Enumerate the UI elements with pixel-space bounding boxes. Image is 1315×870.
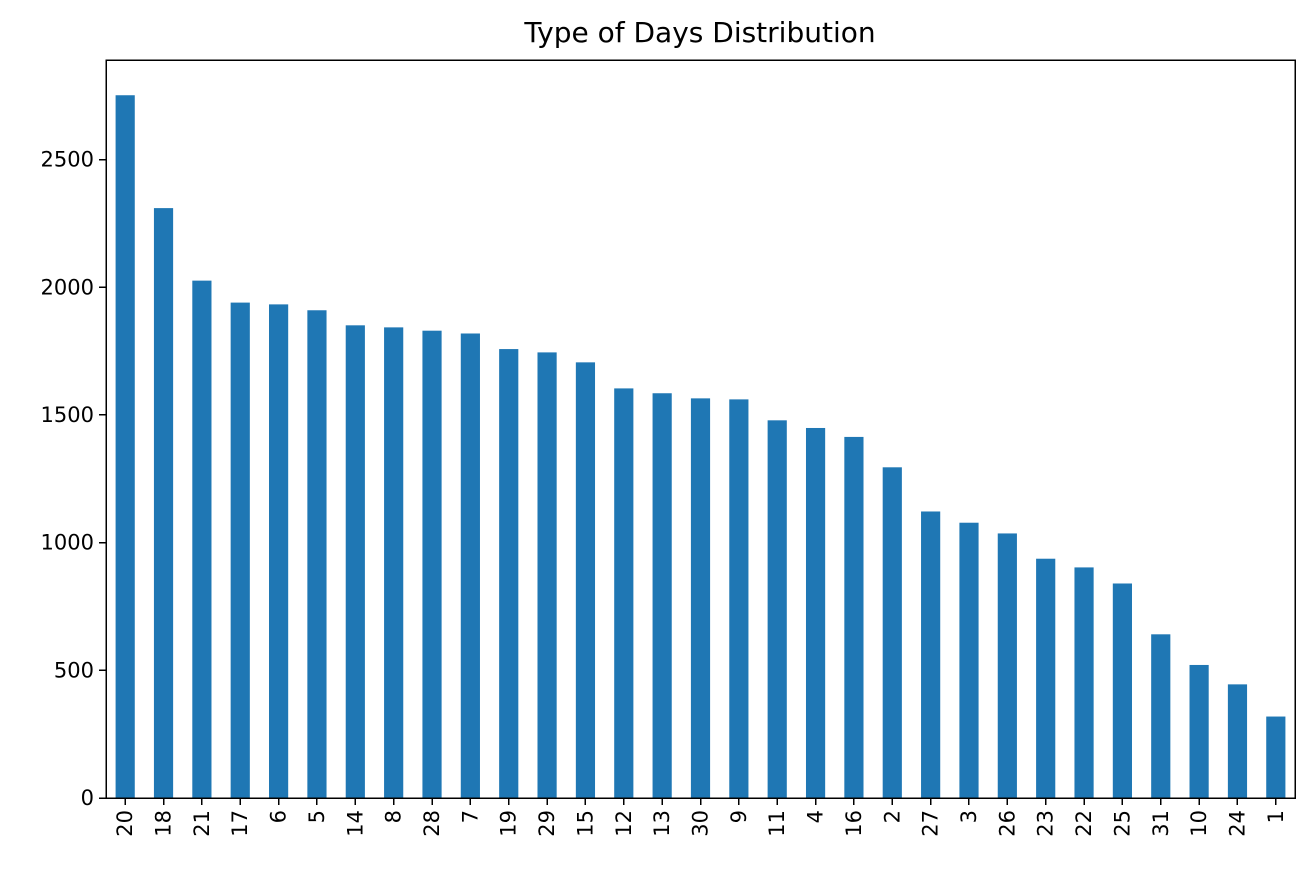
x-tick-label: 1 bbox=[1264, 810, 1288, 823]
x-tick-label: 20 bbox=[113, 810, 137, 837]
x-tick-label: 17 bbox=[228, 810, 252, 837]
plot-frame bbox=[105, 59, 1296, 799]
bar-24 bbox=[1227, 684, 1248, 798]
bar-22 bbox=[1074, 567, 1094, 798]
bar-9 bbox=[729, 399, 749, 798]
x-tick-label: 4 bbox=[804, 810, 828, 823]
bar-30 bbox=[690, 398, 711, 798]
bar-10 bbox=[1189, 664, 1209, 798]
x-tick-label: 19 bbox=[497, 810, 521, 837]
x-tick-label: 24 bbox=[1225, 810, 1249, 837]
bar-23 bbox=[1036, 558, 1056, 798]
x-tick-label: 31 bbox=[1149, 810, 1173, 837]
x-tick-label: 11 bbox=[765, 810, 789, 837]
bar-12 bbox=[614, 388, 634, 798]
bars-layer bbox=[115, 95, 1286, 799]
x-tick-label: 25 bbox=[1110, 810, 1134, 837]
x-tick-label: 15 bbox=[573, 810, 597, 837]
bar-15 bbox=[575, 362, 596, 798]
x-axis: 20 18 21 17 6 5 14 8 28 7 19 29 15 12 13 30 9 11 4 16 2 27 3 26… bbox=[113, 798, 1288, 837]
bar-4 bbox=[805, 427, 826, 798]
x-tick-label: 16 bbox=[842, 810, 866, 837]
x-tick-label: 30 bbox=[689, 810, 713, 837]
y-tick-label: 1000 bbox=[41, 531, 94, 555]
bar-28 bbox=[422, 330, 442, 798]
x-tick-label: 28 bbox=[420, 810, 444, 837]
bar-17 bbox=[230, 302, 250, 798]
bar-13 bbox=[652, 393, 672, 798]
x-tick-label: 3 bbox=[957, 810, 981, 823]
x-tick-label: 12 bbox=[612, 810, 636, 837]
bar-27 bbox=[921, 511, 941, 798]
x-tick-label: 14 bbox=[343, 810, 367, 837]
bar-8 bbox=[384, 327, 404, 798]
x-tick-label: 26 bbox=[995, 810, 1019, 837]
x-tick-label: 9 bbox=[727, 810, 751, 823]
bar-19 bbox=[499, 349, 519, 798]
x-tick-label: 21 bbox=[190, 810, 214, 837]
y-tick-label: 2500 bbox=[41, 148, 94, 172]
x-tick-label: 27 bbox=[919, 810, 943, 837]
x-tick-label: 6 bbox=[267, 810, 291, 823]
y-tick-label: 2000 bbox=[41, 275, 94, 299]
x-tick-label: 10 bbox=[1187, 810, 1211, 837]
bar-26 bbox=[997, 533, 1017, 798]
x-tick-label: 18 bbox=[152, 810, 176, 837]
bar-14 bbox=[345, 325, 365, 798]
bar-7 bbox=[460, 333, 480, 798]
x-tick-label: 2 bbox=[880, 810, 904, 823]
y-tick-label: 500 bbox=[54, 658, 94, 682]
bar-5 bbox=[307, 310, 327, 798]
bar-1 bbox=[1266, 716, 1286, 798]
bar-25 bbox=[1112, 583, 1132, 798]
bar-20 bbox=[115, 95, 135, 799]
x-tick-label: 23 bbox=[1034, 810, 1058, 837]
bar-16 bbox=[844, 436, 864, 798]
x-tick-label: 22 bbox=[1072, 810, 1096, 837]
bar-31 bbox=[1151, 634, 1171, 798]
chart-title: Type of Days Distribution bbox=[523, 16, 875, 49]
bar-11 bbox=[767, 420, 787, 798]
bar-3 bbox=[959, 522, 979, 798]
x-tick-label: 8 bbox=[382, 810, 406, 823]
x-tick-label: 5 bbox=[305, 810, 329, 823]
x-tick-label: 7 bbox=[458, 810, 482, 823]
x-tick-label: 29 bbox=[535, 810, 559, 837]
y-tick-label: 0 bbox=[81, 786, 94, 810]
bar-2 bbox=[882, 467, 902, 798]
bar-18 bbox=[153, 208, 174, 799]
y-axis: 0 500 1000 1500 2000 2500 bbox=[41, 148, 106, 810]
y-tick-label: 1500 bbox=[41, 403, 94, 427]
bar-29 bbox=[537, 352, 557, 798]
bar-6 bbox=[269, 304, 289, 798]
bar-21 bbox=[192, 280, 212, 798]
x-tick-label: 13 bbox=[650, 810, 674, 837]
